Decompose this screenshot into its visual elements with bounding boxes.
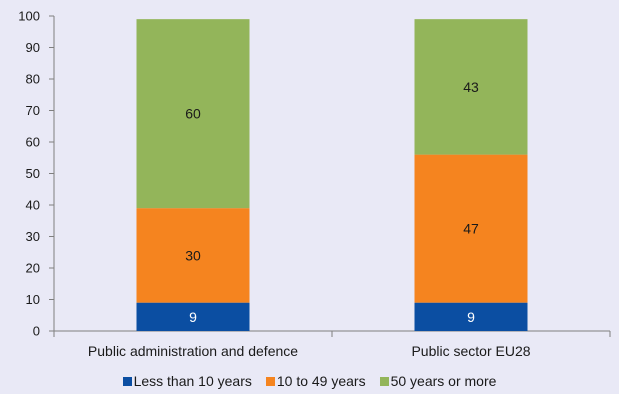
bar-segment	[414, 19, 528, 155]
legend-item: 50 years or more	[379, 373, 497, 389]
y-tick-label: 60	[26, 135, 40, 150]
bar-segment	[414, 154, 528, 303]
legend-item: Less than 10 years	[122, 373, 252, 389]
y-tick-label: 10	[26, 292, 40, 307]
y-tick-label: 20	[26, 261, 40, 276]
legend-label: Less than 10 years	[133, 373, 252, 389]
bar-segment	[136, 19, 250, 209]
legend-swatch	[122, 376, 132, 386]
data-label: 30	[185, 247, 201, 263]
y-tick-label: 90	[26, 40, 40, 55]
y-tick-label: 80	[26, 72, 40, 87]
data-label: 9	[189, 309, 197, 325]
legend-item: 10 to 49 years	[265, 373, 366, 389]
data-label: 43	[463, 79, 479, 95]
y-tick-label: 40	[26, 198, 40, 213]
y-tick-label: 100	[18, 9, 40, 24]
data-label: 60	[185, 106, 201, 122]
data-label: 9	[467, 309, 475, 325]
category-label: Public administration and defence	[88, 343, 298, 359]
chart-canvas: 0 10 20 30 40 50 60 70 80 90 100 9 30 60 Public admini…	[18, 9, 611, 359]
y-tick-label: 30	[26, 229, 40, 244]
category-label: Public sector EU28	[411, 343, 530, 359]
y-tick-label: 50	[26, 166, 40, 181]
legend: Less than 10 years 10 to 49 years 50 years…	[0, 373, 619, 389]
bar-segment	[136, 302, 250, 331]
legend-label: 10 to 49 years	[276, 373, 366, 389]
bar-segment	[414, 302, 528, 331]
data-label: 47	[463, 221, 479, 237]
legend-label: 50 years or more	[390, 373, 497, 389]
bar-segment	[136, 208, 250, 303]
legend-swatch	[265, 376, 275, 386]
y-tick-label: 70	[26, 103, 40, 118]
y-tick-label: 0	[33, 324, 40, 339]
legend-swatch	[379, 376, 389, 386]
